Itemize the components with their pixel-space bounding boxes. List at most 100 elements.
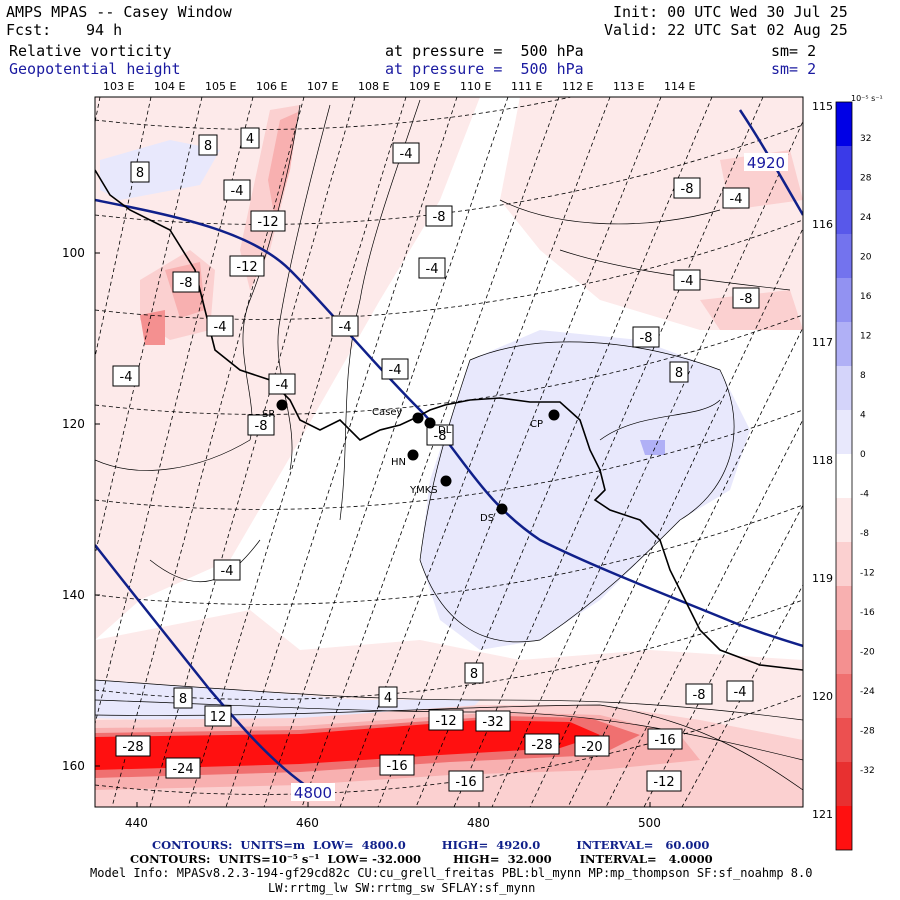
meridian-line (95, 97, 254, 726)
colorbar-segment (836, 806, 852, 850)
svg-text:-8: -8 (640, 331, 653, 346)
x-tick-label: 440 (125, 816, 148, 830)
svg-text:4: 4 (246, 132, 254, 147)
svg-text:-8: -8 (740, 292, 753, 307)
colorbar-label: 12 (860, 332, 871, 342)
vorticity-label: -4 (418, 257, 446, 279)
colorbar-segment (836, 674, 852, 718)
y-tick-label: 160 (62, 759, 85, 773)
colorbar-segment (836, 542, 852, 586)
svg-text:-4: -4 (214, 320, 227, 335)
svg-text:8: 8 (470, 667, 478, 682)
colorbar-segment (836, 410, 852, 454)
longitude-label: 103 E (103, 80, 134, 93)
vorticity-label: -4 (722, 187, 750, 209)
svg-text:-4: -4 (221, 564, 234, 579)
svg-text:Casey: Casey (372, 407, 402, 418)
longitude-label: 113 E (613, 80, 644, 93)
svg-text:-16: -16 (455, 775, 476, 790)
field1-level: at pressure = 500 hPa (385, 42, 584, 60)
vorticity-label: 8 (464, 662, 484, 684)
colorbar-label: 0 (860, 450, 866, 460)
meridian-line (453, 97, 764, 807)
svg-text:-12: -12 (653, 775, 674, 790)
vorticity-label: -4 (392, 142, 420, 164)
vorticity-label: -28 (115, 735, 151, 757)
colorbar-segment (836, 102, 852, 146)
svg-text:CP: CP (530, 419, 543, 430)
vorticity-label: -12 (428, 709, 464, 731)
svg-text:-16: -16 (654, 733, 675, 748)
svg-text:8: 8 (675, 366, 683, 381)
parallel-line (95, 219, 803, 320)
svg-text:-4: -4 (426, 262, 439, 277)
colorbar-label: -28 (860, 727, 875, 737)
svg-text:HN: HN (391, 457, 406, 468)
colorbar-label: -8 (860, 529, 869, 539)
valid-time: Valid: 22 UTC Sat 02 Aug 25 (604, 21, 848, 39)
svg-text:DL: DL (438, 425, 452, 436)
svg-text:-8: -8 (180, 276, 193, 291)
colorbar-label: 8 (860, 371, 866, 381)
svg-text:-4: -4 (339, 320, 352, 335)
vorticity-contour-labels: 8 4 -4 8 -4 -8 -12 -8 -4 -12 -8 -4 -4 -4 -4 -8 -4 -8 -8 8 -4… (112, 127, 760, 792)
vorticity-label: -8 (172, 271, 200, 293)
vorticity-label: -12 (250, 210, 286, 232)
vorticity-label: -8 (673, 177, 701, 199)
longitude-label: 112 E (562, 80, 593, 93)
svg-text:-4: -4 (734, 685, 747, 700)
vorticity-label: -4 (213, 559, 241, 581)
parallel-line (95, 599, 803, 700)
station-sr: SR (262, 399, 288, 420)
svg-text:-4: -4 (120, 370, 133, 385)
vorticity-label: -8 (732, 287, 760, 309)
meridian-line (529, 227, 803, 807)
height-contour-keyword: CONTOURS: (152, 838, 233, 852)
meridian-line (95, 97, 152, 359)
svg-text:-8: -8 (434, 429, 447, 444)
vorticity-label: -32 (475, 710, 511, 732)
colorbar-segment (836, 498, 852, 542)
vorticity-label: -4 (112, 365, 140, 387)
svg-text:-4: -4 (231, 184, 244, 199)
svg-text:-4: -4 (276, 378, 289, 393)
colorbar-segment (836, 718, 852, 762)
colorbar: 10⁻⁵ s⁻¹ 32 28 24 20 16 12 8 4 0 -4 -8 -12 -16 -20 -24 -… (835, 94, 883, 851)
colorbar-label: 32 (860, 134, 871, 144)
colorbar-segment (836, 322, 852, 366)
svg-text:-4: -4 (730, 192, 743, 207)
field2-smoothing: sm= 2 (771, 60, 817, 78)
vorticity-label: -4 (206, 315, 234, 337)
longitude-label: 114 E (664, 80, 695, 93)
model-title: AMPS MPAS -- Casey Window (6, 3, 232, 21)
svg-text:-12: -12 (236, 260, 257, 275)
svg-text:SR: SR (262, 409, 275, 420)
vorticity-label: 8 (130, 161, 150, 183)
y-axis-tick-labels: 100 120 140 160 (62, 246, 100, 773)
svg-text:-4: -4 (389, 363, 402, 378)
colorbar-label: 24 (860, 213, 872, 223)
vorticity-label: 8 (198, 134, 218, 156)
longitude-label: 105 E (205, 80, 236, 93)
vorticity-label: -4 (726, 680, 754, 702)
height-contour-settings: UNITS=m LOW= 4800.0 HIGH= 4920.0 INTERVA… (240, 838, 710, 852)
colorbar-label: 16 (860, 292, 872, 302)
station-dl: DL (424, 417, 452, 436)
station-markers: SR Casey DL HN YMKS DS CP (262, 399, 560, 524)
svg-text:-4: -4 (681, 274, 694, 289)
svg-text:8: 8 (136, 166, 144, 181)
meridian-line (225, 97, 458, 807)
vorticity-label: -12 (229, 255, 265, 277)
meridian-line (95, 97, 203, 557)
colorbar-segment (836, 190, 852, 234)
colorbar-segment (836, 234, 852, 278)
longitude-label: 109 E (409, 80, 440, 93)
y-tick-label: 100 (62, 246, 85, 260)
meridian-line (567, 326, 803, 807)
vorticity-label: -20 (574, 735, 610, 757)
forecast-hour: 94 h (86, 21, 123, 39)
meridian-line (377, 97, 662, 807)
vorticity-label: -4 (673, 269, 701, 291)
vorticity-label: -8 (632, 326, 660, 348)
